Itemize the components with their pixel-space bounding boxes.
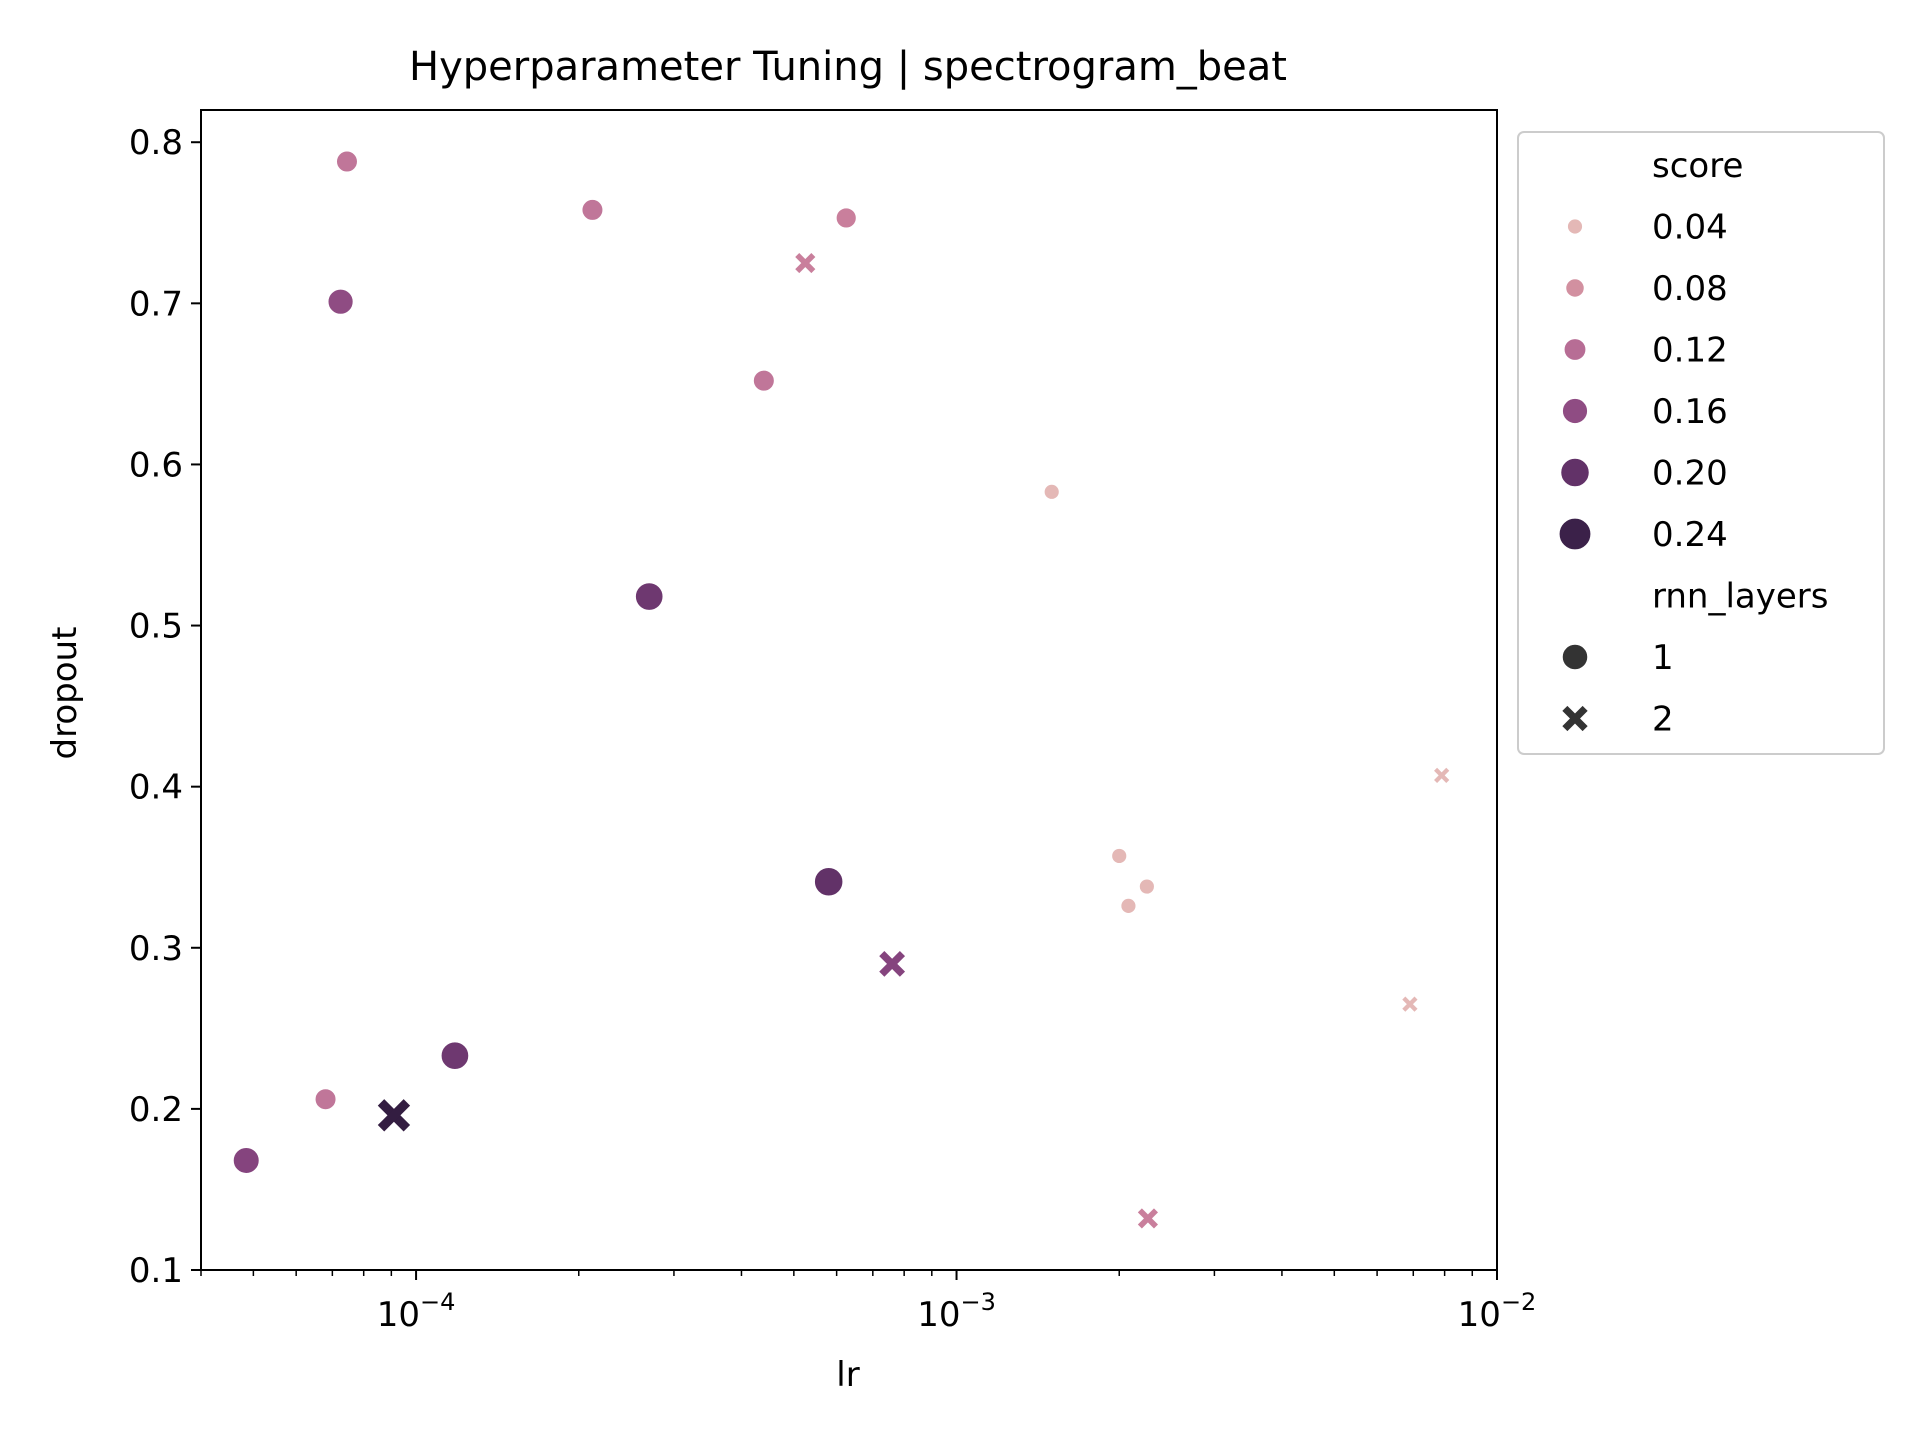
plot-frame xyxy=(200,109,1498,1271)
data-point xyxy=(377,1099,411,1132)
legend: score 0.04 0.08 0.12 0.16 0.20 0.24 rnn_layers 1… xyxy=(1517,131,1885,755)
y-axis: 0.1 0.2 0.3 0.4 0.5 0.6 0.7 0.8 xyxy=(129,123,201,1291)
y-tick-label: 0.8 xyxy=(129,123,183,163)
legend-marker xyxy=(1559,457,1591,488)
data-point xyxy=(1137,1208,1158,1229)
data-point xyxy=(752,369,776,393)
data-point xyxy=(1110,847,1128,865)
data-points xyxy=(232,150,1450,1229)
data-point xyxy=(1119,897,1138,915)
plot-area xyxy=(200,109,1498,1271)
x-tick-label: 10−2 xyxy=(1458,1288,1537,1335)
x-axis: 10−4 10−3 10−2 xyxy=(200,1270,1537,1335)
legend-entry-label: 0.12 xyxy=(1652,331,1728,371)
y-tick-label: 0.1 xyxy=(129,1251,183,1291)
legend-marker xyxy=(1562,705,1588,732)
legend-marker xyxy=(1563,337,1587,362)
data-point xyxy=(314,1087,338,1111)
data-point xyxy=(335,150,359,174)
y-tick-label: 0.6 xyxy=(129,445,183,485)
x-tick-label: 10−4 xyxy=(377,1288,456,1335)
x-axis-label: lr xyxy=(836,1355,859,1395)
legend-style-title: rnn_layers xyxy=(1652,577,1829,617)
legend-marker xyxy=(1564,277,1586,299)
data-point xyxy=(232,1146,261,1175)
chart-title: Hyperparameter Tuning | spectrogram_beat xyxy=(409,44,1287,90)
data-point xyxy=(795,252,816,274)
legend-entry-label: 0.16 xyxy=(1652,392,1728,432)
data-point xyxy=(580,198,604,222)
legend-entry-label: 2 xyxy=(1652,700,1674,740)
data-point xyxy=(813,866,844,897)
legend-marker xyxy=(1561,643,1589,671)
y-tick-label: 0.2 xyxy=(129,1090,183,1130)
data-point xyxy=(1402,996,1418,1012)
data-point xyxy=(1043,483,1061,501)
y-tick-label: 0.3 xyxy=(129,929,183,969)
data-point xyxy=(879,950,906,977)
legend-marker xyxy=(1566,217,1584,236)
legend-entry-label: 0.08 xyxy=(1652,269,1728,309)
y-tick-label: 0.4 xyxy=(129,768,183,808)
legend-marker xyxy=(1558,517,1592,551)
data-point xyxy=(835,206,858,230)
data-point xyxy=(1434,767,1450,784)
data-point xyxy=(327,288,355,316)
legend-entry-label: 0.24 xyxy=(1652,515,1728,555)
data-point xyxy=(634,581,665,612)
y-axis-label: dropout xyxy=(45,627,85,760)
y-tick-label: 0.5 xyxy=(129,607,183,647)
legend-marker xyxy=(1561,397,1589,425)
legend-hue-title: score xyxy=(1652,146,1743,186)
legend-box xyxy=(1517,131,1885,755)
legend-entry-label: 0.20 xyxy=(1652,454,1728,494)
legend-entry-label: 0.04 xyxy=(1652,208,1728,248)
data-point xyxy=(440,1040,470,1071)
x-tick-label: 10−3 xyxy=(917,1288,996,1335)
data-point xyxy=(1138,877,1156,896)
y-tick-label: 0.7 xyxy=(129,284,183,324)
legend-entry-label: 1 xyxy=(1652,638,1674,678)
